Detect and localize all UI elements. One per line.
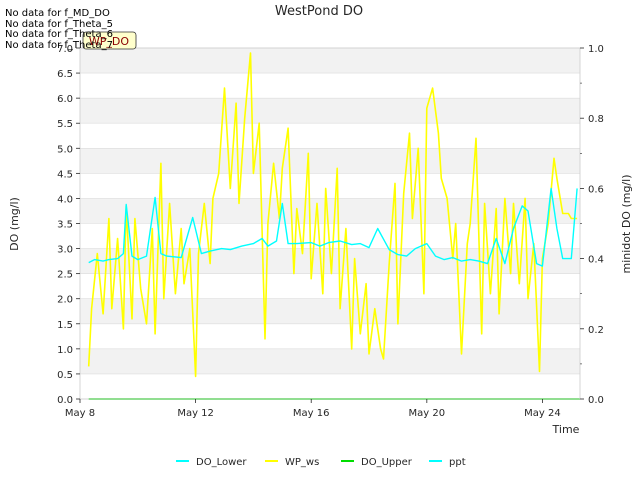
y-tick-label: 3.0 [57, 245, 73, 256]
legend-label: DO_Upper [361, 457, 413, 468]
y-tick-label: 2.5 [57, 270, 73, 281]
legend-label: WP_ws [285, 457, 319, 468]
legend-label: ppt [449, 457, 466, 468]
y2-tick-label: 0.8 [588, 114, 604, 125]
y-axis-label: DO (mg/l) [8, 197, 21, 251]
grid-band [80, 48, 580, 74]
x-tick-label: May 12 [177, 408, 214, 419]
y-tick-label: 0.0 [57, 395, 73, 406]
y-tick-label: 3.5 [57, 220, 73, 231]
grid-band [80, 298, 580, 324]
y-tick-label: 5.0 [57, 144, 73, 155]
no-data-message: No data for f_Theta_6 [5, 29, 113, 40]
x-axis: May 8 May 12 May 16 May 20 May 24 [65, 399, 561, 419]
y-tick-label: 1.0 [57, 345, 73, 356]
y2-tick-label: 0.2 [588, 325, 604, 336]
grid-band [80, 148, 580, 174]
legend-label: DO_Lower [196, 457, 247, 468]
y2-axis-label: minidot DO (mg/l) [620, 175, 633, 274]
no-data-message: No data for f_MD_DO [5, 8, 110, 19]
y-tick-label: 6.0 [57, 94, 73, 105]
grid-bands [80, 48, 580, 374]
no-data-message: No data for f_Theta_7 [5, 39, 113, 51]
y-tick-label: 5.5 [57, 119, 73, 130]
y2-tick-label: 0.0 [588, 395, 604, 406]
y-tick-label: 4.5 [57, 169, 73, 180]
series-line-wp-ws [87, 52, 578, 378]
y-tick-label: 0.5 [57, 370, 73, 381]
x-tick-label: May 8 [65, 408, 95, 419]
chart-title: WestPond DO [275, 4, 363, 19]
grid-band [80, 348, 580, 374]
y-tick-label: 4.0 [57, 194, 73, 205]
y2-tick-label: 0.4 [588, 255, 604, 266]
y2-tick-label: 0.6 [588, 184, 604, 195]
x-axis-label: Time [552, 423, 580, 436]
annotation-box: WP_DO [82, 31, 137, 50]
x-tick-label: May 16 [293, 408, 330, 419]
y-tick-label: 7.0 [57, 44, 73, 55]
series-line-do-lower [88, 187, 578, 267]
y2-tick-label: 1.0 [588, 44, 604, 55]
y-tick-label: 1.5 [57, 320, 73, 331]
y-tick-label: 6.5 [57, 69, 73, 80]
no-data-message: No data for f_Theta_5 [5, 18, 113, 30]
annotation-text: WP_DO [89, 35, 129, 48]
x-tick-label: May 24 [524, 408, 561, 419]
x-tick-label: May 20 [409, 408, 446, 419]
y-axis-left: 0.0 0.5 1.0 1.5 2.0 2.5 3.0 3.5 4.0 4.5 5.0 5.5 6.0 6… [57, 44, 80, 406]
y-axis-right: 0.0 0.2 0.4 0.6 0.8 1.0 [580, 44, 604, 406]
y-tick-label: 2.0 [57, 295, 73, 306]
grid-band [80, 98, 580, 124]
legend: DO_Lower WP_ws DO_Upper ppt [176, 457, 466, 468]
